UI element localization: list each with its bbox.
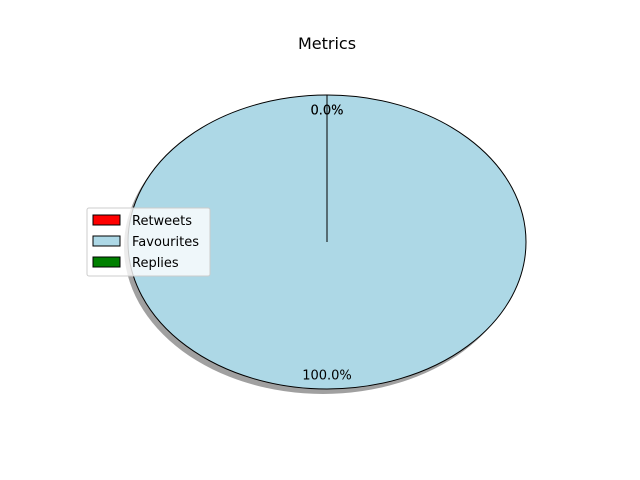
legend-swatch-replies xyxy=(92,256,121,268)
pie-labels: 0.0%100.0%0.0% xyxy=(302,104,352,384)
legend: Retweets Favourites Replies xyxy=(86,207,211,277)
chart-title: Metrics xyxy=(298,34,356,53)
legend-label-favourites: Favourites xyxy=(132,235,199,250)
pct-label-favourites: 100.0% xyxy=(302,368,352,383)
pct-label-replies: 0.0% xyxy=(310,104,343,119)
legend-label-replies: Replies xyxy=(132,256,179,271)
pct-label-retweets: 0.0% xyxy=(310,104,343,119)
legend-label-retweets: Retweets xyxy=(132,214,192,229)
legend-swatch-retweets xyxy=(92,214,121,226)
legend-swatch-favourites xyxy=(92,235,121,247)
